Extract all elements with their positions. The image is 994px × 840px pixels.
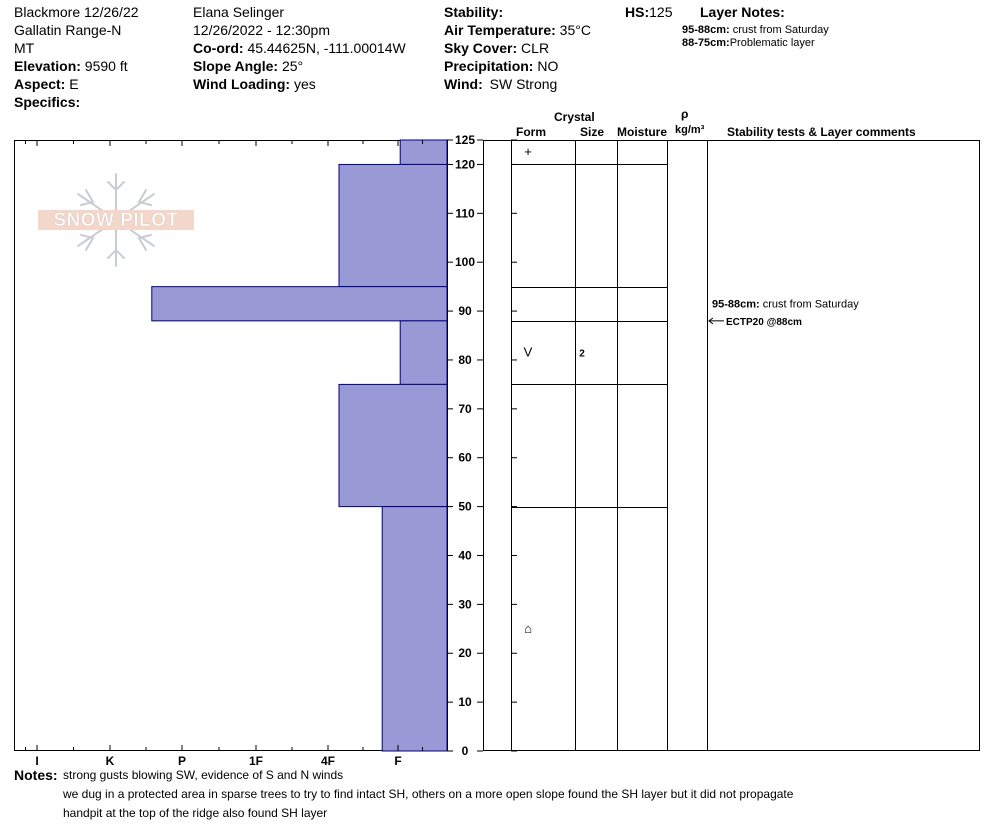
coord-label: Co-ord:: [193, 40, 244, 56]
specifics-label: Specifics:: [14, 94, 81, 110]
depth-tick-label: 120: [455, 157, 475, 171]
precip-label: Precipitation:: [444, 58, 534, 74]
aspect-value: E: [69, 76, 79, 92]
coord-value: 45.44625N, -111.00014W: [247, 40, 406, 56]
sky-label: Sky Cover:: [444, 40, 518, 56]
size-header: Size: [580, 125, 605, 139]
grain-form-symbol: +: [524, 144, 532, 159]
depth-tick-label: 50: [458, 500, 472, 514]
grain-size-value: 2: [579, 349, 585, 360]
hardness-tick-label: P: [178, 754, 186, 768]
pit-title: Blackmore 12/26/22: [14, 4, 139, 20]
hs-label: HS:: [625, 4, 650, 20]
hardness-bar: [338, 383, 448, 508]
layer-note-text: crust from Saturday: [732, 24, 829, 36]
layer-note-range: 88-75cm:: [682, 37, 730, 49]
sky-value: CLR: [521, 40, 550, 56]
precip-value: NO: [537, 58, 559, 74]
layer-comment-text: crust from Saturday: [763, 299, 859, 311]
wind-row: Wind: SW Strong: [444, 75, 557, 93]
aspect-label: Aspect:: [14, 76, 66, 92]
sky-row: Sky Cover: CLR: [444, 39, 549, 57]
layer-comment-range: 95-88cm:: [712, 299, 763, 311]
air-temp-value: 35°C: [559, 22, 591, 38]
layer-note-text: Problematic layer: [729, 37, 815, 49]
hardness-bar: [338, 163, 448, 288]
hardness-bar: [399, 320, 448, 385]
notes-label-wrap: Notes:: [14, 767, 58, 783]
layer-note: 88-75cm:Problematic layer: [682, 37, 815, 50]
pit-state: MT: [14, 40, 35, 56]
logo-band: [38, 210, 194, 230]
depth-tick-label: 0: [462, 744, 469, 758]
slope-row: Slope Angle: 25°: [193, 57, 303, 75]
layer-note: 95-88cm: crust from Saturday: [682, 24, 829, 37]
layer-notes-title: Layer Notes:: [700, 4, 785, 20]
pit-range: Gallatin Range-N: [14, 22, 122, 38]
elevation-value: 9590 ft: [84, 58, 128, 74]
wind-loading-row: Wind Loading: yes: [193, 75, 316, 93]
depth-tick-label: 30: [458, 597, 472, 611]
observer-name: Elana Selinger: [193, 4, 285, 20]
depth-tick-label: 70: [458, 402, 472, 416]
depth-tick-label: 80: [458, 353, 472, 367]
elevation-label: Elevation:: [14, 58, 81, 74]
stability-label: Stability:: [444, 4, 504, 20]
arrow-left-icon: [708, 317, 714, 325]
slope-value: 25°: [281, 58, 304, 74]
slope-label: Slope Angle:: [193, 58, 279, 74]
stability-test-result: ECTP20 @88cm: [726, 317, 802, 328]
elevation-row: Elevation: 9590 ft: [14, 57, 128, 75]
form-header: Form: [516, 125, 546, 139]
depth-tick-label: 60: [458, 451, 472, 465]
grain-form-symbol: V: [524, 345, 533, 360]
notes-label: Notes:: [14, 767, 58, 783]
wind-loading-value: yes: [293, 76, 316, 92]
hardness-tick-label: F: [394, 754, 401, 768]
air-temp-label: Air Temperature:: [444, 22, 556, 38]
depth-tick-label: 40: [458, 548, 472, 562]
wind-value: SW Strong: [489, 76, 558, 92]
depth-tick-label: 20: [458, 646, 472, 660]
grain-form-symbol: ⌂: [524, 621, 532, 636]
hardness-tick-label: K: [106, 754, 115, 768]
crystal-header: Crystal: [554, 110, 595, 124]
hs-row: HS:125: [625, 3, 672, 21]
hardness-tick-label: 1F: [249, 754, 263, 768]
hardness-bar: [381, 506, 448, 752]
hardness-bar: [399, 139, 448, 165]
grain-table-frame: [483, 140, 980, 751]
density-unit-header: kg/m³: [675, 124, 705, 136]
stability-header: Stability tests & Layer comments: [727, 125, 916, 139]
note-line: we dug in a protected area in sparse tre…: [63, 787, 794, 801]
aspect-row: Aspect: E: [14, 75, 79, 93]
snowpilot-logo: SNOW PILOT: [38, 173, 194, 267]
moisture-header: Moisture: [617, 125, 668, 139]
depth-tick-label: 100: [455, 255, 475, 269]
air-temp-row: Air Temperature: 35°C: [444, 21, 591, 39]
layer-comment: 95-88cm: crust from Saturday: [712, 299, 859, 311]
note-line: strong gusts blowing SW, evidence of S a…: [63, 768, 344, 782]
hardness-tick-label: I: [35, 754, 38, 768]
logo-text: SNOW PILOT: [53, 210, 178, 231]
note-line: handpit at the top of the ridge also fou…: [63, 806, 328, 820]
layer-note-range: 95-88cm:: [682, 24, 730, 36]
precip-row: Precipitation: NO: [444, 57, 558, 75]
wind-label: Wind:: [444, 76, 483, 92]
wind-loading-label: Wind Loading:: [193, 76, 291, 92]
depth-tick-label: 10: [458, 695, 472, 709]
depth-tick-label: 90: [458, 304, 472, 318]
observation-datetime: 12/26/2022 - 12:30pm: [193, 22, 330, 38]
hs-value: 125: [649, 4, 673, 20]
coord-row: Co-ord: 45.44625N, -111.00014W: [193, 39, 406, 57]
depth-tick-label: 125: [455, 133, 475, 147]
depth-tick-label: 110: [455, 206, 475, 220]
hardness-tick-label: 4F: [321, 754, 335, 768]
density-rho-header: ρ: [681, 107, 689, 121]
hardness-bar: [151, 286, 448, 322]
